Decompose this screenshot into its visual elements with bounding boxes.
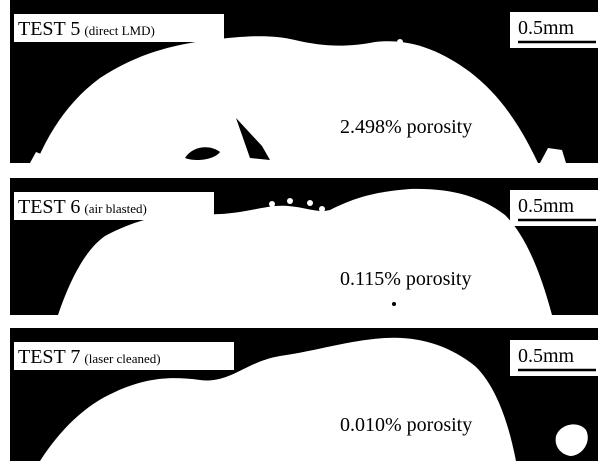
scale-label: 0.5mm xyxy=(518,345,575,367)
figure: TEST 5 (direct LMD) 0.5mm 2.498% porosity TE… xyxy=(0,0,598,461)
test-name: TEST 5 xyxy=(18,18,80,40)
page: {"panels": [ {"test": "TEST 5", "conditi… xyxy=(0,0,598,461)
porosity-label: 0.010% porosity xyxy=(340,414,472,436)
test-condition: (direct LMD) xyxy=(84,23,154,38)
test-condition: (laser cleaned) xyxy=(84,351,160,366)
test-condition: (air blasted) xyxy=(84,201,146,216)
scale-label: 0.5mm xyxy=(518,195,575,217)
scale-label: 0.5mm xyxy=(518,17,575,39)
porosity-label: 2.498% porosity xyxy=(340,116,472,138)
test-name: TEST 7 xyxy=(18,346,80,368)
porosity-label: 0.115% porosity xyxy=(340,268,471,290)
test-name: TEST 6 xyxy=(18,196,80,218)
